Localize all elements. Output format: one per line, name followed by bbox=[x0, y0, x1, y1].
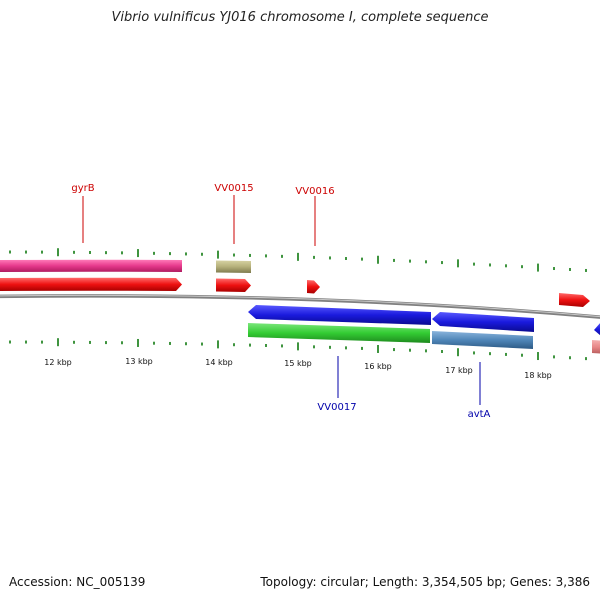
gene-label-text-gyrB: gyrB bbox=[71, 183, 94, 194]
gene-label-VV0016[interactable]: VV0016 bbox=[295, 186, 335, 246]
cds-reverse-VV0017[interactable] bbox=[248, 305, 431, 325]
scale-label-13: 13 kbp bbox=[125, 357, 153, 366]
scale-label-15: 15 kbp bbox=[284, 359, 312, 368]
scale-label-14: 14 kbp bbox=[205, 358, 233, 367]
cds-forward-right[interactable] bbox=[559, 293, 590, 307]
gene-label-text-VV0017: VV0017 bbox=[317, 402, 356, 413]
scale-label-17: 17 kbp bbox=[445, 366, 473, 375]
scale-labels: 12 kbp 13 kbp 14 kbp 15 kbp 16 kbp 17 kb… bbox=[44, 357, 552, 380]
scale-label-18: 18 kbp bbox=[524, 371, 552, 380]
scale-label-12: 12 kbp bbox=[44, 358, 72, 367]
cds-forward-VV0016[interactable] bbox=[307, 280, 320, 294]
accession-text: Accession: NC_005139 bbox=[9, 575, 146, 589]
cds-forward-VV0015[interactable] bbox=[216, 278, 251, 293]
forward-cog-track bbox=[0, 259, 251, 274]
topology-summary: Topology: circular; Length: 3,354,505 bp… bbox=[260, 575, 590, 589]
reverse-cog-track bbox=[248, 323, 600, 354]
cds-reverse-avtA[interactable] bbox=[432, 312, 534, 332]
gene-label-text-avtA: avtA bbox=[468, 409, 491, 420]
forward-cds-track bbox=[0, 277, 590, 307]
map-title: Vibrio vulnificus YJ016 chromosome I, co… bbox=[111, 10, 489, 25]
scale-label-16: 16 kbp bbox=[364, 362, 392, 371]
backbone-highlight bbox=[0, 294, 600, 318]
reverse-cds-track bbox=[248, 305, 600, 337]
gene-label-VV0017[interactable]: VV0017 bbox=[317, 356, 357, 413]
cog-feature-VV0015[interactable] bbox=[216, 260, 251, 274]
gene-label-text-VV0016: VV0016 bbox=[295, 186, 334, 197]
cog-feature-avtA[interactable] bbox=[432, 331, 533, 349]
cds-reverse-right[interactable] bbox=[594, 322, 600, 337]
cog-feature-gyrB[interactable] bbox=[0, 259, 182, 272]
gene-label-VV0015[interactable]: VV0015 bbox=[214, 183, 254, 244]
cog-feature-right[interactable] bbox=[592, 340, 600, 354]
outer-tick-ring bbox=[9, 248, 587, 272]
backbone-line bbox=[0, 294, 600, 319]
gene-label-text-VV0015: VV0015 bbox=[214, 183, 253, 194]
inner-tick-ring bbox=[9, 338, 587, 361]
cds-forward-gyrB[interactable] bbox=[0, 277, 182, 291]
gene-label-avtA[interactable]: avtA bbox=[468, 362, 491, 420]
cog-feature-VV0017[interactable] bbox=[248, 323, 430, 343]
gene-label-gyrB[interactable]: gyrB bbox=[71, 183, 95, 243]
